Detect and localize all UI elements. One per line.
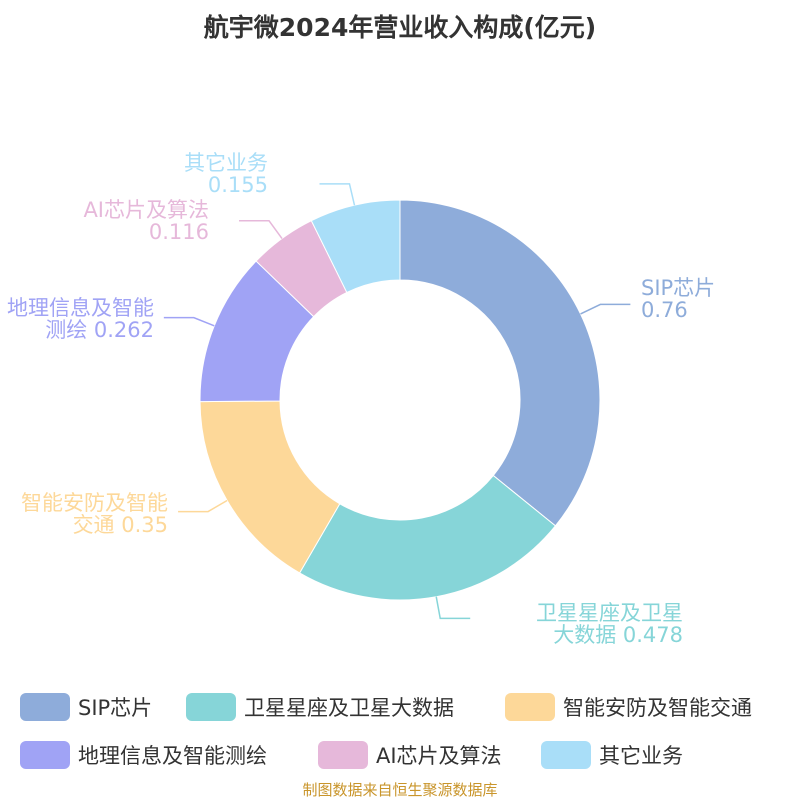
slice-0[interactable] [399,199,601,527]
slice-label-1: 卫星星座及卫星 大数据 0.478 [536,601,683,647]
slice-label-4: AI芯片及算法 0.116 [83,198,209,244]
chart-title: 航宇微2024年营业收入构成(亿元) [203,13,597,42]
leader-line-1 [435,596,471,620]
source-footer: 制图数据来自恒生聚源数据库 [302,781,498,799]
leader-line-5 [319,183,356,206]
legend-item-2[interactable]: 智能安防及智能交通 [505,692,752,722]
leader-line-2 [178,499,228,513]
leader-line-0 [580,303,631,315]
slice-label-0: SIP芯片 0.76 [641,276,716,322]
slice-1[interactable] [298,474,557,601]
slice-5[interactable] [310,199,401,294]
leader-line-3 [163,316,215,327]
legend-item-4[interactable]: AI芯片及算法 [318,740,502,770]
legend-item-0[interactable]: SIP芯片 [20,692,152,722]
slice-label-2: 智能安防及智能 交通 0.35 [21,491,168,537]
legend-item-5[interactable]: 其它业务 [541,740,683,770]
legend-item-1[interactable]: 卫星星座及卫星大数据 [186,692,454,722]
leader-line-4 [239,219,283,239]
slice-label-3: 地理信息及智能 测绘 0.262 [7,296,154,342]
slice-label-5: 其它业务 0.155 [184,151,268,197]
legend-item-3[interactable]: 地理信息及智能测绘 [20,740,267,770]
